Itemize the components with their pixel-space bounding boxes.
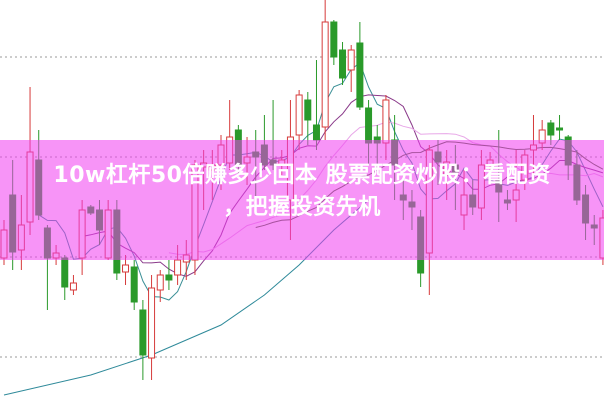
candle-bear — [365, 107, 373, 144]
candle-bear — [165, 274, 173, 281]
candle-bull — [382, 99, 390, 144]
candle-bear — [61, 257, 69, 288]
candle-bull — [156, 274, 164, 291]
banner-title: 10w杠杆50倍赚多少回本 股票配资炒股：看配资 ，把握投资先机 — [0, 160, 604, 224]
candle-bull — [69, 282, 77, 291]
title-banner — [0, 140, 604, 260]
candle-bull — [122, 264, 130, 273]
title-line-2: ，把握投资先机 — [223, 195, 381, 220]
candle-bear — [312, 124, 320, 141]
candle-bull — [295, 94, 303, 136]
candle-bear — [547, 122, 555, 136]
title-line-1: 10w杠杆50倍赚多少回本 股票配资炒股：看配资 — [53, 163, 551, 188]
candle-bull — [347, 49, 355, 71]
candle-bear — [130, 266, 138, 303]
candle-bear — [356, 42, 364, 108]
candle-bear — [339, 49, 347, 79]
candle-bull — [148, 287, 156, 359]
candle-bear — [330, 21, 338, 58]
candle-bull — [174, 259, 182, 276]
candle-bear — [139, 309, 147, 356]
candle-bear — [556, 127, 564, 131]
candle-bear — [304, 99, 312, 121]
candle-bull — [321, 21, 329, 128]
